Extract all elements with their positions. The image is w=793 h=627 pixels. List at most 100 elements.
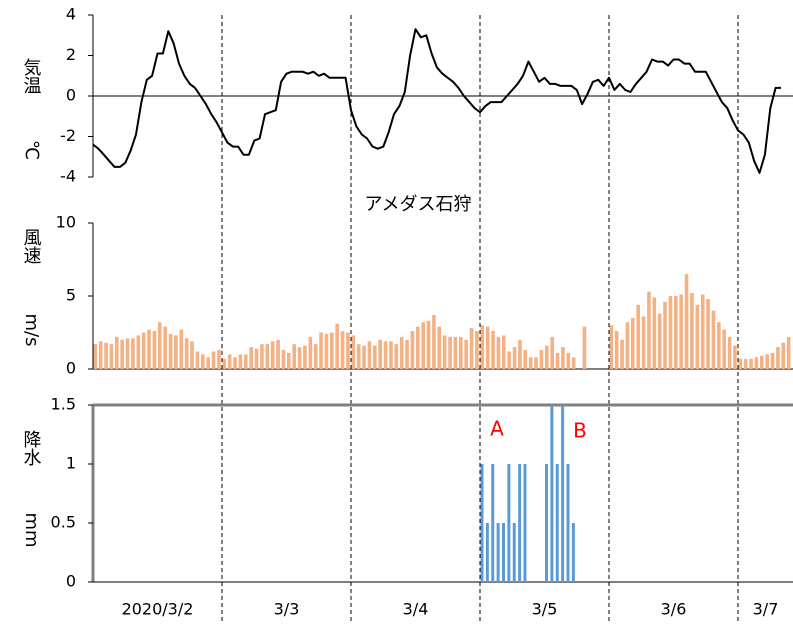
y-axis-label: 降水: [21, 430, 42, 466]
bar: [545, 345, 549, 369]
bar: [545, 464, 548, 582]
bar: [566, 464, 570, 582]
bar: [528, 357, 533, 369]
bar: [749, 358, 753, 369]
bar: [442, 335, 447, 369]
bar: [453, 336, 458, 369]
bar: [512, 523, 516, 582]
bar: [125, 338, 130, 369]
bar: [534, 357, 538, 369]
bar: [491, 331, 495, 369]
y-axis-unit: mm: [21, 512, 42, 547]
bar: [555, 352, 560, 369]
bar: [437, 326, 442, 369]
y-tick-label: 1.5: [51, 395, 76, 414]
bar: [695, 304, 700, 369]
bar: [432, 314, 436, 369]
bar: [760, 355, 764, 369]
bar: [356, 344, 361, 369]
y-tick-label: 0: [66, 572, 76, 591]
y-tick-label: 10: [56, 213, 76, 232]
bar: [362, 345, 366, 369]
bar: [373, 345, 377, 369]
bar: [416, 326, 420, 369]
bar: [303, 345, 307, 369]
bar: [340, 331, 345, 369]
bar: [717, 322, 721, 369]
bar: [518, 339, 522, 369]
bar: [211, 351, 216, 369]
bar: [620, 339, 624, 369]
bar: [201, 354, 205, 369]
bar: [367, 341, 372, 369]
bar: [222, 358, 227, 369]
chart-title: アメダス石狩: [364, 194, 471, 215]
bar: [706, 298, 710, 369]
bar: [765, 354, 769, 369]
bar: [668, 296, 673, 369]
bar: [346, 332, 350, 369]
bar: [480, 464, 484, 582]
bar: [260, 344, 264, 369]
bar: [330, 332, 334, 369]
bar: [287, 352, 291, 369]
bar: [104, 342, 108, 369]
bar: [297, 347, 302, 369]
bar: [657, 313, 662, 369]
bar: [523, 350, 528, 369]
bar: [636, 304, 640, 369]
bar: [652, 297, 657, 369]
bar: [98, 341, 103, 369]
x-tick-label: 2020/3/2: [122, 600, 194, 619]
bar: [507, 351, 511, 369]
bar: [485, 326, 490, 369]
bar: [539, 350, 544, 369]
y-tick-label: -2: [60, 126, 76, 145]
bar: [281, 350, 286, 369]
y-tick-label: 4: [66, 5, 76, 24]
bar: [550, 405, 554, 582]
bar: [496, 523, 500, 582]
bar: [781, 342, 786, 369]
annotation: B: [573, 419, 587, 443]
bar: [571, 523, 575, 582]
bar: [727, 336, 732, 369]
x-tick-label: 3/5: [532, 600, 558, 619]
bar: [733, 345, 737, 369]
bar: [109, 344, 114, 369]
bar: [711, 310, 716, 369]
bar: [561, 405, 565, 582]
y-tick-label: 0: [66, 86, 76, 105]
bar: [206, 357, 210, 369]
y-tick-label: 5: [66, 286, 76, 305]
bar: [249, 347, 253, 369]
bar: [469, 328, 474, 369]
bar: [485, 523, 489, 582]
bar: [131, 338, 135, 369]
bar: [190, 341, 194, 369]
bar: [265, 344, 270, 369]
bar: [168, 333, 173, 369]
x-tick-label: 3/6: [661, 600, 687, 619]
bar: [421, 322, 425, 369]
bar: [641, 316, 646, 369]
bar: [399, 336, 404, 369]
bar: [233, 357, 237, 369]
bar: [351, 335, 356, 369]
bar: [195, 351, 200, 369]
bar: [743, 358, 748, 369]
y-tick-label: 2: [66, 45, 76, 64]
bar: [319, 332, 323, 369]
bar: [674, 296, 678, 369]
bar: [270, 341, 275, 369]
bar: [614, 331, 619, 369]
bar: [647, 291, 651, 369]
bar: [776, 347, 780, 369]
bar: [496, 336, 501, 369]
bar: [136, 335, 141, 369]
bar: [582, 326, 587, 369]
bar: [571, 357, 576, 369]
bar: [631, 317, 635, 369]
bar: [480, 325, 485, 369]
